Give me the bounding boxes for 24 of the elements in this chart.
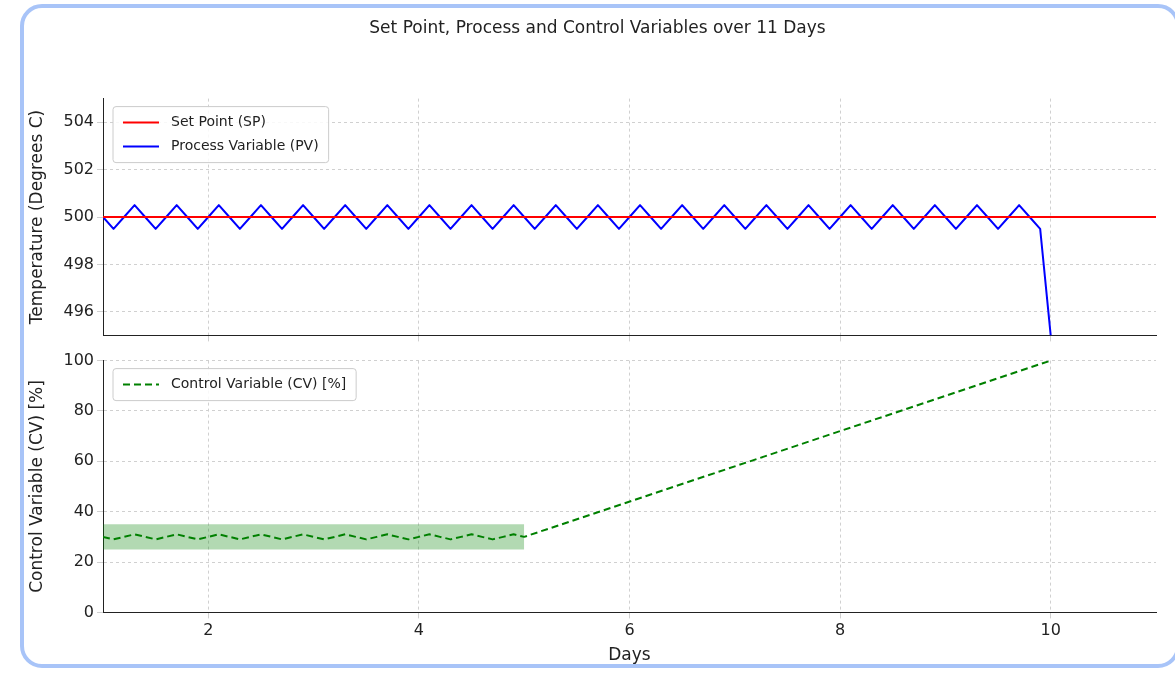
y-tick-label: 80 [73,400,94,420]
chart-title: Set Point, Process and Control Variables over 11 Days [368,17,827,37]
y-tick-label: 20 [73,551,94,571]
x-tick-label: 2 [203,620,214,640]
y-tick-label: 0 [83,601,94,621]
y-axis-title: Control Variable (CV) [%] [25,380,46,593]
legend-label: Set Point (SP) [171,113,266,130]
legend-label: Process Variable (PV) [171,137,319,154]
y-axis-title: Temperature (Degrees C) [25,109,46,326]
y-tick-label: 502 [63,158,94,178]
y-tick-label: 504 [63,111,94,131]
y-tick-label: 498 [63,253,94,273]
line-series [103,360,1052,541]
y-tick-label: 60 [73,450,94,470]
x-tick-label: 6 [624,620,635,640]
y-tick-label: 100 [63,349,94,369]
x-tick-label: 8 [835,620,846,640]
y-tick-label: 496 [63,300,94,320]
y-tick-label: 500 [63,206,94,226]
y-tick-label: 40 [73,500,94,520]
x-tick-label: 4 [413,620,424,640]
x-tick-label: 10 [1040,620,1061,640]
x-axis-title: Days [608,644,651,665]
legend-label: Control Variable (CV) [%] [171,375,347,392]
